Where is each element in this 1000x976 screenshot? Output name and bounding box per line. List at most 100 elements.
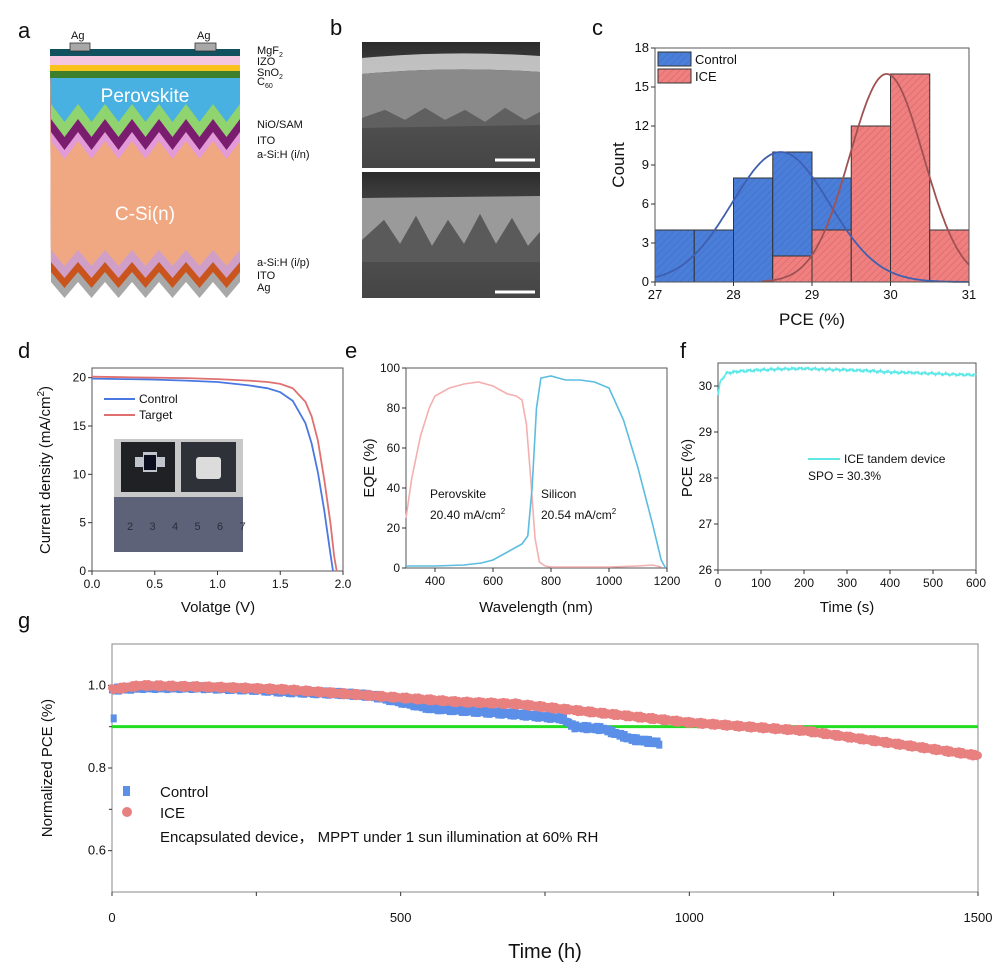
y-axis-title: Normalized PCE (%) bbox=[39, 699, 56, 837]
spo-curve bbox=[717, 365, 977, 396]
y-tick-label: 6 bbox=[642, 196, 649, 211]
ruler-number: 5 bbox=[195, 521, 201, 533]
legend-swatch-ice bbox=[657, 68, 692, 84]
sem-image-ice bbox=[362, 172, 540, 298]
y-tick-label: 3 bbox=[642, 235, 649, 250]
y-tick-label: 0 bbox=[642, 274, 649, 289]
y-axis-title: EQE (%) bbox=[361, 438, 378, 497]
y-tick-label: 80 bbox=[387, 401, 401, 415]
x-tick-label: 600 bbox=[966, 576, 986, 590]
legend-swatch-control bbox=[657, 51, 692, 67]
x-tick-label: 0 bbox=[715, 576, 722, 590]
layer-label: SnO2 bbox=[257, 67, 283, 81]
y-tick-label: 40 bbox=[387, 481, 401, 495]
x-tick-label: 1000 bbox=[596, 574, 623, 588]
ruler-number: 4 bbox=[172, 521, 178, 533]
panel-letter-e: e bbox=[345, 338, 357, 363]
annotation-subcell: Perovskite bbox=[430, 487, 486, 501]
x-tick-label: 0.0 bbox=[84, 577, 101, 591]
layer-label: a-Si:H (i/n) bbox=[257, 149, 310, 161]
y-tick-label: 1.0 bbox=[88, 677, 106, 692]
jv-curve-target bbox=[91, 375, 338, 572]
ruler-number: 2 bbox=[127, 521, 133, 533]
x-tick-label: 300 bbox=[837, 576, 857, 590]
annotation-subcell: Silicon bbox=[541, 487, 576, 501]
x-tick-label: 31 bbox=[962, 287, 976, 302]
x-axis-title: PCE (%) bbox=[779, 310, 845, 329]
jv-curve-control bbox=[91, 377, 334, 572]
ruler-number: 3 bbox=[150, 521, 156, 533]
y-tick-label: 0 bbox=[393, 561, 400, 575]
bar-ice bbox=[811, 229, 852, 283]
x-tick-label: 1.5 bbox=[272, 577, 289, 591]
y-tick-label: 27 bbox=[699, 517, 713, 531]
layer-label: ITO bbox=[257, 135, 276, 147]
x-tick-label: 0 bbox=[108, 910, 115, 925]
y-tick-label: 9 bbox=[642, 157, 649, 172]
y-tick-label: 10 bbox=[73, 467, 87, 481]
x-tick-label: 100 bbox=[751, 576, 771, 590]
panel-letter-a: a bbox=[18, 18, 31, 43]
ag-contact-left bbox=[69, 42, 91, 52]
eqe-curve-perovskite bbox=[405, 381, 662, 568]
y-axis-title: Count bbox=[609, 142, 628, 188]
x-tick-label: 30 bbox=[883, 287, 897, 302]
bar-control bbox=[693, 229, 734, 283]
legend-marker bbox=[123, 786, 130, 796]
x-tick-label: 800 bbox=[541, 574, 561, 588]
bar-ice bbox=[772, 255, 813, 283]
ruler-number: 7 bbox=[240, 521, 246, 533]
data-point bbox=[974, 751, 982, 760]
y-tick-label: 0.6 bbox=[88, 843, 106, 858]
y-tick-label: 18 bbox=[635, 40, 649, 55]
fit-curve-ice bbox=[761, 73, 970, 283]
series-ice bbox=[108, 679, 982, 761]
y-tick-label: 0.8 bbox=[88, 760, 106, 775]
annotation-current: 20.54 mA/cm2 bbox=[541, 507, 617, 522]
bar-ice bbox=[890, 73, 931, 283]
y-tick-label: 15 bbox=[73, 419, 87, 433]
x-tick-label: 500 bbox=[923, 576, 943, 590]
panel-letter-c: c bbox=[592, 15, 603, 40]
data-point bbox=[569, 720, 576, 729]
x-tick-label: 2.0 bbox=[335, 577, 352, 591]
y-axis-title: PCE (%) bbox=[679, 439, 696, 497]
x-tick-label: 600 bbox=[483, 574, 503, 588]
device-photo-inset: 2 3 4 5 6 7 bbox=[114, 439, 246, 552]
y-tick-label: 30 bbox=[699, 379, 713, 393]
x-tick-label: 1200 bbox=[654, 574, 681, 588]
y-tick-label: 29 bbox=[699, 425, 713, 439]
panel-letter-g: g bbox=[18, 608, 30, 633]
legend-label: Control bbox=[695, 52, 737, 67]
mgf2-layer bbox=[50, 49, 240, 56]
data-point bbox=[656, 740, 663, 749]
y-tick-label: 5 bbox=[79, 516, 86, 530]
panel-letter-f: f bbox=[680, 338, 687, 363]
x-tick-label: 1500 bbox=[964, 910, 993, 925]
y-axis-title: Current density (mA/cm2) bbox=[36, 386, 54, 554]
layer-label: a-Si:H (i/p) bbox=[257, 257, 310, 269]
y-tick-label: 0 bbox=[79, 564, 86, 578]
layer-label: Ag bbox=[257, 282, 270, 294]
plot-frame-e bbox=[405, 367, 668, 569]
x-tick-label: 400 bbox=[880, 576, 900, 590]
ruler-number: 6 bbox=[217, 521, 223, 533]
legend-marker bbox=[122, 807, 132, 817]
panel-letter-b: b bbox=[330, 15, 342, 40]
x-tick-label: 28 bbox=[726, 287, 740, 302]
legend-label: Target bbox=[139, 408, 173, 422]
y-tick-label: 20 bbox=[387, 521, 401, 535]
sem-image-control bbox=[362, 42, 540, 168]
x-tick-label: 200 bbox=[794, 576, 814, 590]
x-tick-label: 27 bbox=[648, 287, 662, 302]
layer-label: C60 bbox=[257, 76, 273, 90]
panel-letter-d: d bbox=[18, 338, 30, 363]
legend-label: Control bbox=[160, 784, 208, 801]
fit-curve-control bbox=[654, 151, 969, 283]
x-axis-title: Volatge (V) bbox=[181, 599, 255, 616]
condition-note: Encapsulated device， MPPT under 1 sun il… bbox=[160, 829, 598, 846]
legend-label: ICE tandem device bbox=[844, 452, 946, 466]
legend-label: Control bbox=[139, 392, 178, 406]
